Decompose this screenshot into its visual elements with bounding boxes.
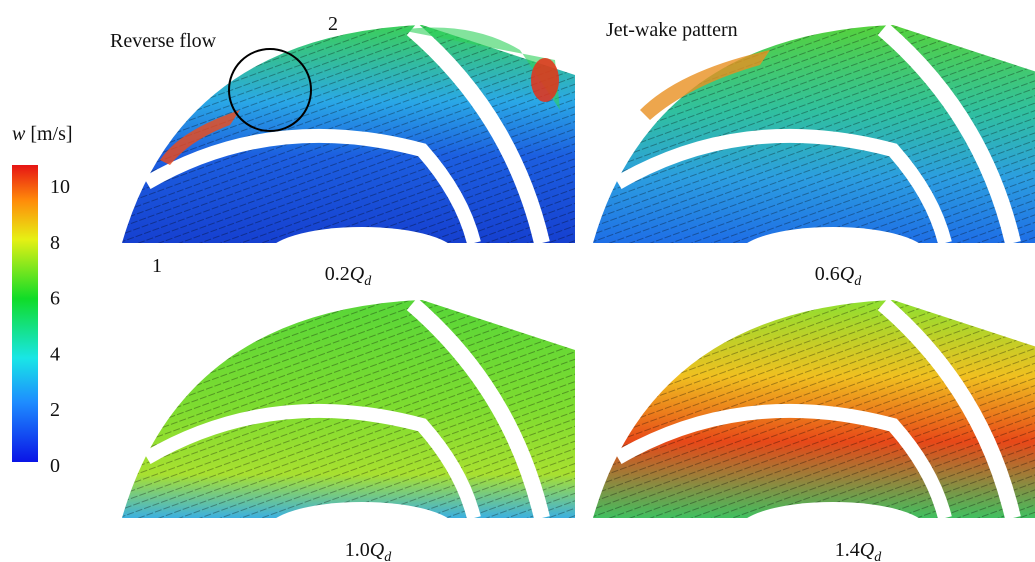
flow-symbol: Q bbox=[840, 263, 855, 285]
annotation: 2 bbox=[328, 13, 338, 35]
coefficient: 1.0 bbox=[345, 539, 370, 561]
subscript: d bbox=[364, 274, 372, 289]
figure: Reverse flow 2 Jet-wake pattern 1 w [m/s… bbox=[0, 0, 1035, 562]
colorbar-tick-label: 10 bbox=[50, 176, 70, 198]
panel-label: 1.0Qd bbox=[345, 539, 392, 562]
colorbar-tick-label: 2 bbox=[50, 399, 60, 421]
flow-symbol: Q bbox=[350, 263, 365, 285]
panel-label: 0.2Qd bbox=[325, 263, 372, 289]
subscript: d bbox=[874, 550, 882, 562]
flow-symbol: Q bbox=[370, 539, 385, 561]
colorbar-tick-label: 4 bbox=[50, 343, 60, 365]
panel-label: 0.6Qd bbox=[815, 263, 862, 289]
flow-symbol: Q bbox=[860, 539, 875, 561]
annotation: Reverse flow bbox=[110, 30, 217, 52]
panel bbox=[122, 300, 575, 558]
coefficient: 1.4 bbox=[835, 539, 860, 561]
panel bbox=[593, 25, 1035, 283]
subscript: d bbox=[384, 550, 392, 562]
colorbar-tick-label: 8 bbox=[50, 232, 60, 254]
annotation: 1 bbox=[152, 255, 162, 277]
unit: [m/s] bbox=[30, 123, 72, 145]
coefficient: 0.6 bbox=[815, 263, 840, 285]
variable: w bbox=[12, 123, 26, 145]
colorbar bbox=[12, 165, 38, 462]
coefficient: 0.2 bbox=[325, 263, 350, 285]
panel bbox=[593, 300, 1035, 558]
colorbar-label: w [m/s] bbox=[12, 123, 73, 145]
panel-label: 1.4Qd bbox=[835, 539, 882, 562]
colorbar-ticks: 0 2 4 6 8 10 bbox=[50, 176, 70, 477]
annotation: Jet-wake pattern bbox=[606, 19, 738, 41]
panel bbox=[122, 25, 575, 283]
subscript: d bbox=[854, 274, 862, 289]
colorbar-tick-label: 6 bbox=[50, 288, 60, 310]
colorbar-tick-label: 0 bbox=[50, 455, 60, 477]
